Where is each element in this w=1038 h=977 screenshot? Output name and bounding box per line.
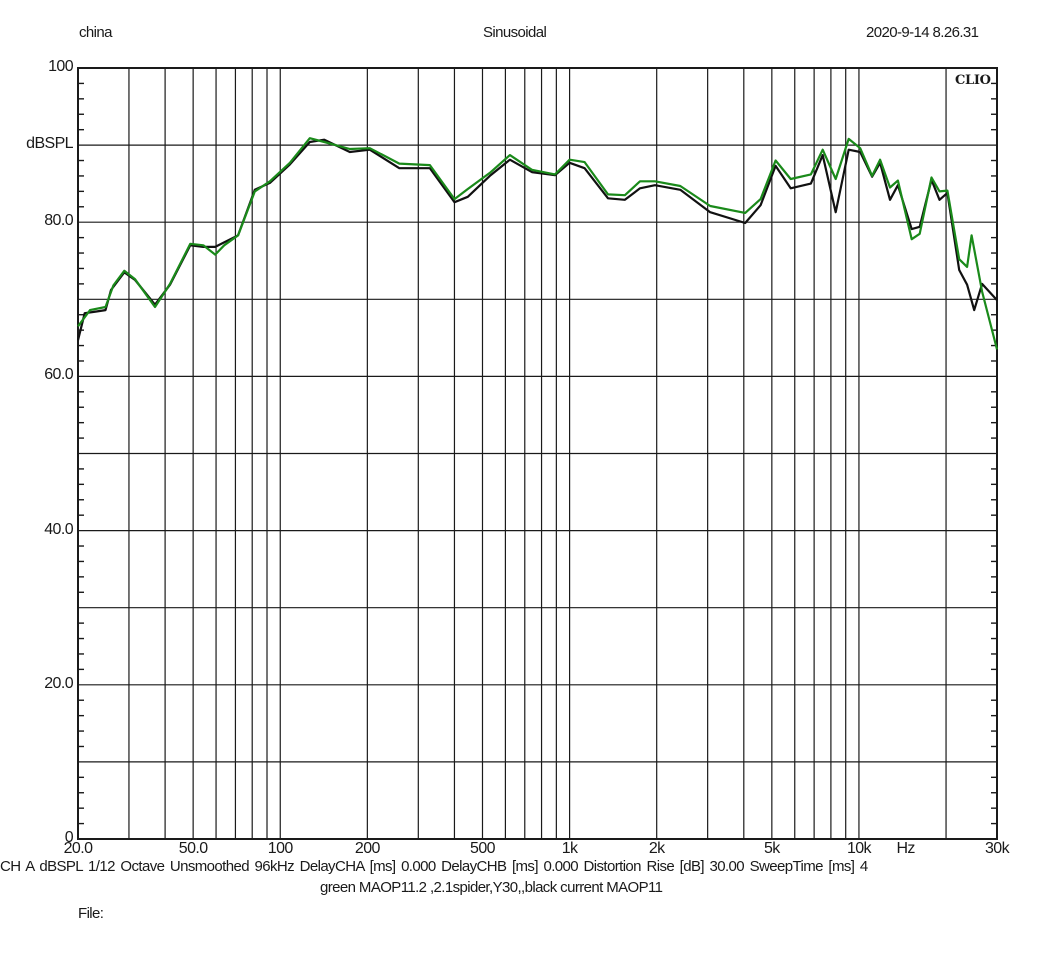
grid-lines <box>78 68 997 839</box>
y-tick-label: 80.0 <box>44 212 73 230</box>
plot-frame <box>77 67 998 840</box>
x-tick-label: 50.0 <box>178 840 208 857</box>
y-tick-label: 20.0 <box>44 674 73 692</box>
header-left-label: china <box>79 24 112 41</box>
chart-title: Sinusoidal <box>483 24 547 41</box>
clio-logo: CLIO <box>955 73 991 88</box>
measurement-comment: green MAOP11.2 ,2.1spider,Y30,,black cur… <box>320 879 663 896</box>
green-series-line <box>77 137 999 350</box>
y-tick-label: 60.0 <box>44 366 73 384</box>
x-tick-label: 100 <box>267 840 294 857</box>
x-tick-label: 5k <box>763 840 780 857</box>
timestamp: 2020-9-14 8.26.31 <box>866 24 979 41</box>
x-tick-label: 2k <box>648 840 665 857</box>
x-tick-label: Hz <box>896 840 915 857</box>
data-series <box>76 137 999 350</box>
y-tick-label: 40.0 <box>44 520 73 538</box>
measurement-settings: CH A dBSPL 1/12 Octave Unsmoothed 96kHz … <box>0 858 868 875</box>
x-tick-label: 20.0 <box>63 840 93 857</box>
x-tick-label: 200 <box>354 840 381 857</box>
x-tick-label: 10k <box>846 840 872 857</box>
x-tick-label: 500 <box>470 840 496 857</box>
y-tick-label: 0 <box>64 829 74 846</box>
y-tick-label: dBSPL <box>26 135 73 153</box>
x-tick-label: 1k <box>561 840 578 857</box>
y-tick-label: 100 <box>48 58 74 75</box>
file-label: File: <box>78 905 104 922</box>
x-tick-label: 30k <box>985 840 1010 857</box>
